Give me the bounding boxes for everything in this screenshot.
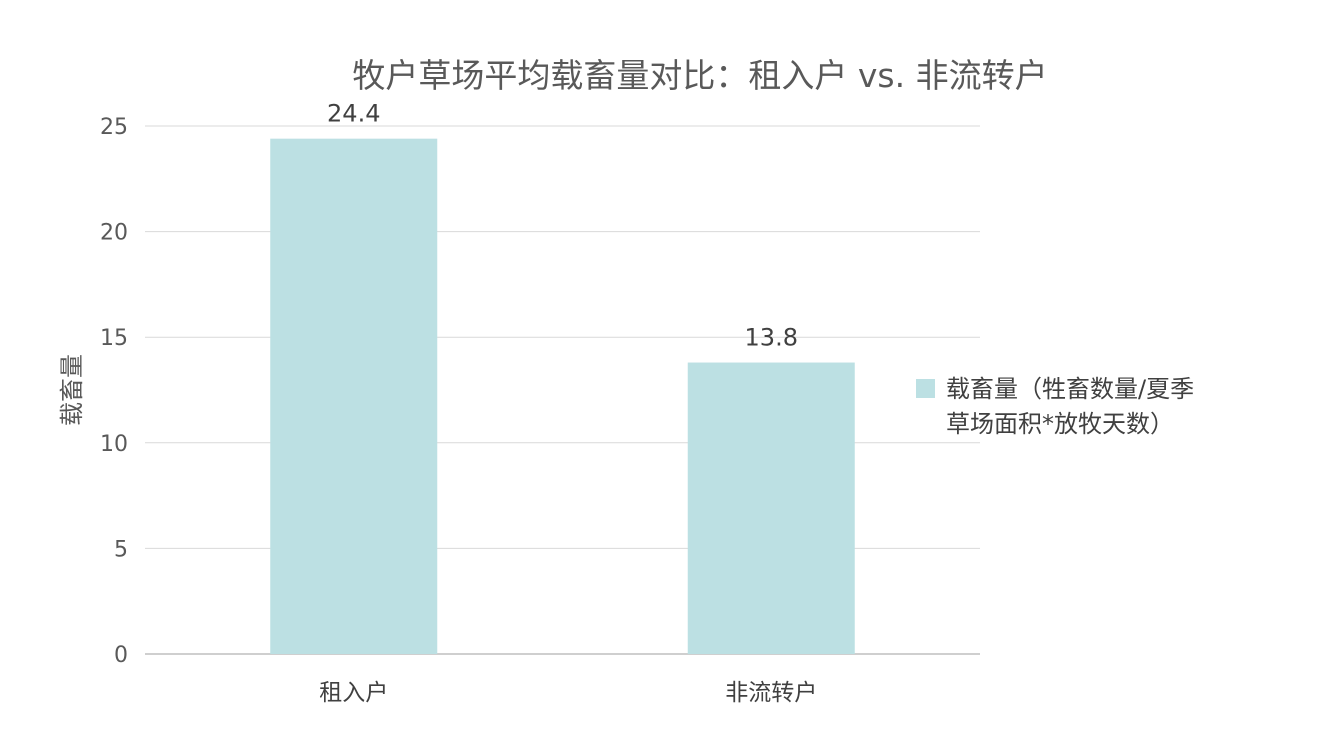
data-labels: 24.4 13.8 [327,100,798,352]
legend-label-line-1: 载畜量（牲畜数量/夏季 [946,375,1194,403]
x-category-label: 租入户 [319,680,388,706]
y-tick-label: 10 [100,432,128,457]
x-axis-categories: 租入户 非流转户 [319,680,817,706]
chart-title: 牧户草场平均载畜量对比：租入户 vs. 非流转户 [352,56,1047,95]
y-tick-label: 0 [114,643,128,668]
y-axis-ticks: 0 5 10 15 20 25 [100,115,128,668]
x-category-label: 非流转户 [725,680,817,706]
y-tick-label: 5 [114,537,128,562]
bar [687,362,855,654]
y-axis-title: 载畜量 [58,354,86,426]
bar-value-label: 13.8 [745,324,798,352]
bar-value-label: 24.4 [327,100,380,128]
y-tick-label: 15 [100,326,128,351]
y-tick-label: 25 [100,115,128,140]
bars [270,138,855,654]
y-tick-label: 20 [100,221,128,246]
legend: 载畜量（牲畜数量/夏季 草场面积*放牧天数） [916,375,1194,438]
bar [270,138,438,654]
legend-swatch [916,379,935,398]
legend-label-line-2: 草场面积*放牧天数） [946,410,1174,438]
